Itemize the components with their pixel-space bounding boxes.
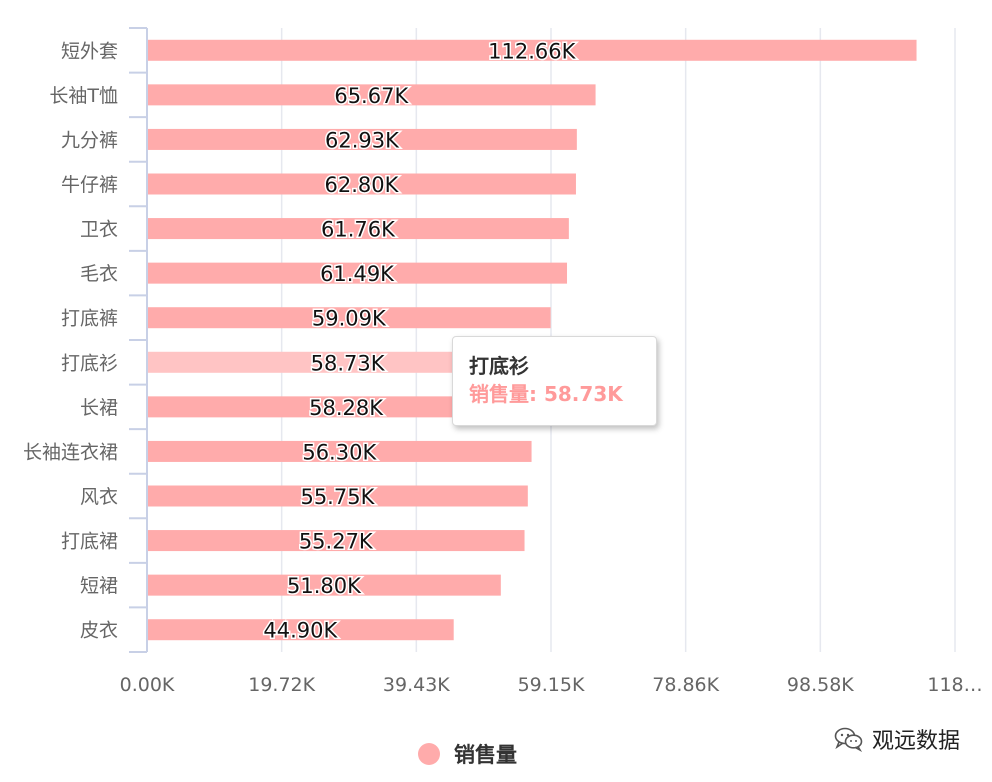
bar[interactable] xyxy=(148,84,596,106)
bars xyxy=(148,39,917,641)
watermark: 观远数据 xyxy=(834,724,960,754)
category-label: 毛衣 xyxy=(80,263,118,285)
data-labels: 112.66K 65.67K 62.93K 62.80K 61.76K 61.49K 59.… xyxy=(262,38,578,644)
x-tick-labels: 0.00K 19.72K 39.43K 59.15K 78.86K 98.58K 118… xyxy=(120,674,983,696)
category-label: 打底衫 xyxy=(61,352,118,374)
x-tick-label: 0.00K xyxy=(120,674,175,696)
category-label: 牛仔裤 xyxy=(61,174,118,196)
category-label: 打底裤 xyxy=(61,308,118,330)
bar[interactable] xyxy=(148,307,551,329)
bar[interactable] xyxy=(148,39,917,61)
x-tick-label: 118… xyxy=(927,674,982,696)
x-tick-label: 19.72K xyxy=(248,674,315,696)
category-label: 九分裤 xyxy=(61,129,118,151)
axes xyxy=(129,27,148,653)
legend-label[interactable]: 销售量 xyxy=(454,743,517,767)
data-label: 62.93K xyxy=(325,128,400,152)
category-label: 皮衣 xyxy=(80,620,118,642)
data-label: 61.76K xyxy=(321,218,396,242)
data-label: 59.09K xyxy=(312,307,387,331)
wechat-icon xyxy=(834,727,863,752)
tooltip-series-name: 销售量 xyxy=(469,382,529,406)
bar[interactable] xyxy=(148,485,528,507)
data-label: 61.49K xyxy=(320,262,395,286)
bar[interactable] xyxy=(148,262,568,284)
data-label: 112.66K xyxy=(488,39,576,63)
bar[interactable] xyxy=(148,351,549,373)
watermark-text: 观远数据 xyxy=(871,729,960,754)
legend-swatch[interactable] xyxy=(418,743,440,765)
category-label: 短外套 xyxy=(61,40,118,62)
data-label: 65.67K xyxy=(334,84,409,108)
bar[interactable] xyxy=(148,128,577,150)
data-label: 44.90K xyxy=(263,619,338,643)
x-tick-label: 59.15K xyxy=(518,674,585,696)
data-label: 55.27K xyxy=(299,530,374,554)
tooltip-title: 打底衫 xyxy=(469,354,529,378)
bar[interactable] xyxy=(148,530,525,552)
bar[interactable] xyxy=(148,396,546,418)
category-label: 长裙 xyxy=(80,397,118,419)
data-label: 56.30K xyxy=(302,440,377,464)
bar[interactable] xyxy=(148,440,532,462)
tooltip-value-row: 销售量: 58.73K xyxy=(469,379,640,409)
tooltip-separator: : xyxy=(529,382,544,406)
x-tick-label: 98.58K xyxy=(787,674,854,696)
data-label: 62.80K xyxy=(325,173,400,197)
category-label: 长袖T恤 xyxy=(49,85,118,107)
category-label: 短裙 xyxy=(80,575,118,597)
bar[interactable] xyxy=(148,173,576,195)
bar[interactable] xyxy=(148,574,501,596)
category-label: 长袖连衣裙 xyxy=(23,441,118,463)
data-label: 58.73K xyxy=(311,351,386,375)
category-label: 风衣 xyxy=(80,486,118,508)
data-label: 55.75K xyxy=(300,485,375,509)
tooltip: 打底衫 销售量: 58.73K xyxy=(452,336,657,426)
bar[interactable] xyxy=(148,218,569,240)
x-tick-label: 78.86K xyxy=(652,674,719,696)
category-label: 打底裙 xyxy=(61,531,118,553)
data-label: 58.28K xyxy=(309,396,384,420)
legend[interactable]: 销售量 xyxy=(418,740,517,768)
bar[interactable] xyxy=(148,619,454,641)
x-tick-label: 39.43K xyxy=(383,674,450,696)
tooltip-value: 58.73K xyxy=(543,382,623,406)
data-label: 51.80K xyxy=(287,574,362,598)
category-label: 卫衣 xyxy=(80,219,118,241)
